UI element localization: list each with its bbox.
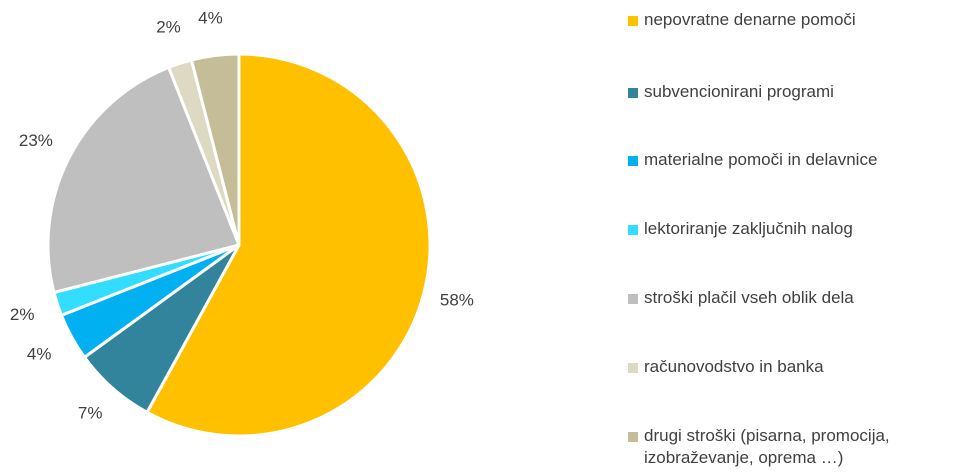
pie-chart: 58% 7% 4% 2% 23% 2% 4% xyxy=(10,8,474,438)
slice-nepovratne-denarne-pomoci xyxy=(145,52,432,438)
legend-swatch xyxy=(628,16,638,26)
legend-item-materialne-pomoci-in-delavnice: materialne pomoči in delavnice xyxy=(628,149,962,171)
legend-label: lektoriranje zaključnih nalog xyxy=(644,219,853,238)
legend-swatch xyxy=(628,294,638,304)
data-label-materialne-pomoci-in-delavnice: 4% xyxy=(27,344,52,363)
slice-stroski-placil-vseh-oblik-dela xyxy=(46,65,241,294)
data-label-subvencionirani-programi: 7% xyxy=(78,403,103,422)
legend-label: računovodstvo in banka xyxy=(644,357,824,376)
legend-item-stroski-placil-vseh-oblik-dela: stroški plačil vseh oblik dela xyxy=(628,287,962,309)
data-label-lektoriranje-zakljucnih-nalog: 2% xyxy=(10,305,35,324)
legend: nepovratne denarne pomoči subvencionirani… xyxy=(628,0,966,476)
legend-item-racunovodstvo-in-banka: računovodstvo in banka xyxy=(628,356,962,378)
legend-swatch xyxy=(628,363,638,373)
legend-swatch xyxy=(628,88,638,98)
data-label-stroski-placil-vseh-oblik-dela: 23% xyxy=(19,131,53,150)
data-label-drugi-stroski-pisarna-promocija-izobrazevanje-oprema: 4% xyxy=(198,8,223,27)
legend-swatch xyxy=(628,432,638,442)
slice-drugi-stroski-pisarna-promocija-izobrazevanje-oprema xyxy=(190,52,241,247)
legend-item-subvencionirani-programi: subvencionirani programi xyxy=(628,81,962,103)
data-label-nepovratne-denarne-pomoci: 58% xyxy=(440,290,474,309)
legend-label: drugi stroški (pisarna, promocija, izobr… xyxy=(644,426,890,467)
legend-label: nepovratne denarne pomoči xyxy=(644,10,856,29)
legend-label: stroški plačil vseh oblik dela xyxy=(644,288,854,307)
legend-item-nepovratne-denarne-pomoci: nepovratne denarne pomoči xyxy=(628,9,962,31)
legend-swatch xyxy=(628,156,638,166)
legend-item-drugi-stroski-pisarna-promocija-izobrazevanje-oprema: drugi stroški (pisarna, promocija, izobr… xyxy=(628,425,962,469)
legend-swatch xyxy=(628,225,638,235)
legend-item-lektoriranje-zakljucnih-nalog: lektoriranje zaključnih nalog xyxy=(628,218,962,240)
legend-label: materialne pomoči in delavnice xyxy=(644,150,878,169)
legend-label: subvencionirani programi xyxy=(644,82,834,101)
data-label-racunovodstvo-in-banka: 2% xyxy=(156,18,181,37)
